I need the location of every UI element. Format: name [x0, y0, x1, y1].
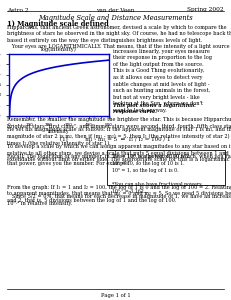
Text: Hipparchus, that ancient Greek astronomer, devised a scale by which to compare t: Hipparchus, that ancient Greek astronome… [7, 25, 231, 50]
Text: He set his magnitude scale as follows: if the apparent magnitude of star 1 is m₁: He set his magnitude scale as follows: i… [7, 127, 231, 146]
Text: Recall: The logarithm of any number, in "base 10" is a power of 10 which, when y: Recall: The logarithm of any number, in … [7, 154, 231, 166]
X-axis label: intensity: intensity [48, 128, 70, 134]
Title: log(intensity): log(intensity) [41, 47, 77, 52]
Text: increases linearly, your eyes measure
their response in proportion to the log
of: increases linearly, your eyes measure th… [113, 49, 212, 113]
Text: 1) Magnitude scale defined: 1) Magnitude scale defined [7, 20, 109, 28]
Text: Spring 2002: Spring 2002 [187, 8, 224, 13]
Text: Remember, the smaller the magnitude the brighter the star. This is because Hippa: Remember, the smaller the magnitude the … [7, 117, 231, 129]
Text: Page 1 of 1: Page 1 of 1 [101, 292, 130, 298]
Text: To develop a scale by which we can assign apparent magnitudes to any star based : To develop a scale by which we can assig… [7, 144, 231, 162]
Text: (1)          m₁ - m₂ = 5  ⇒  I₁ / I₂ = 100 / 1: (1) m₁ - m₂ = 5 ⇒ I₁ / I₂ = 100 / 1 [60, 137, 171, 142]
Text: Astro 2: Astro 2 [7, 8, 29, 13]
Text: From the graph: If I₁ = 1 and I₂ = 100, the log of 1 is 0 and the log of 100 = 2: From the graph: If I₁ = 1 and I₂ = 100, … [7, 184, 231, 203]
Text: This plot shows a logarithmic
response curve.: This plot shows a logarithmic response c… [113, 103, 196, 114]
Text: Magnitude Scale and Distance Measurements: Magnitude Scale and Distance Measurement… [38, 14, 193, 22]
FancyBboxPatch shape [107, 150, 225, 185]
Text: van der Veen: van der Veen [96, 8, 135, 13]
Text: 10² = 100, so the log of 100 is 2.
10¹ = 10, so the log of 10 is 1.
10⁰ = 1, so : 10² = 100, so the log of 100 is 2. 10¹ =… [112, 154, 203, 194]
Text: Since 5/2 = 0.4, that means for each decrease in magnitude of 1, we have an incr: Since 5/2 = 0.4, that means for each dec… [7, 194, 231, 206]
